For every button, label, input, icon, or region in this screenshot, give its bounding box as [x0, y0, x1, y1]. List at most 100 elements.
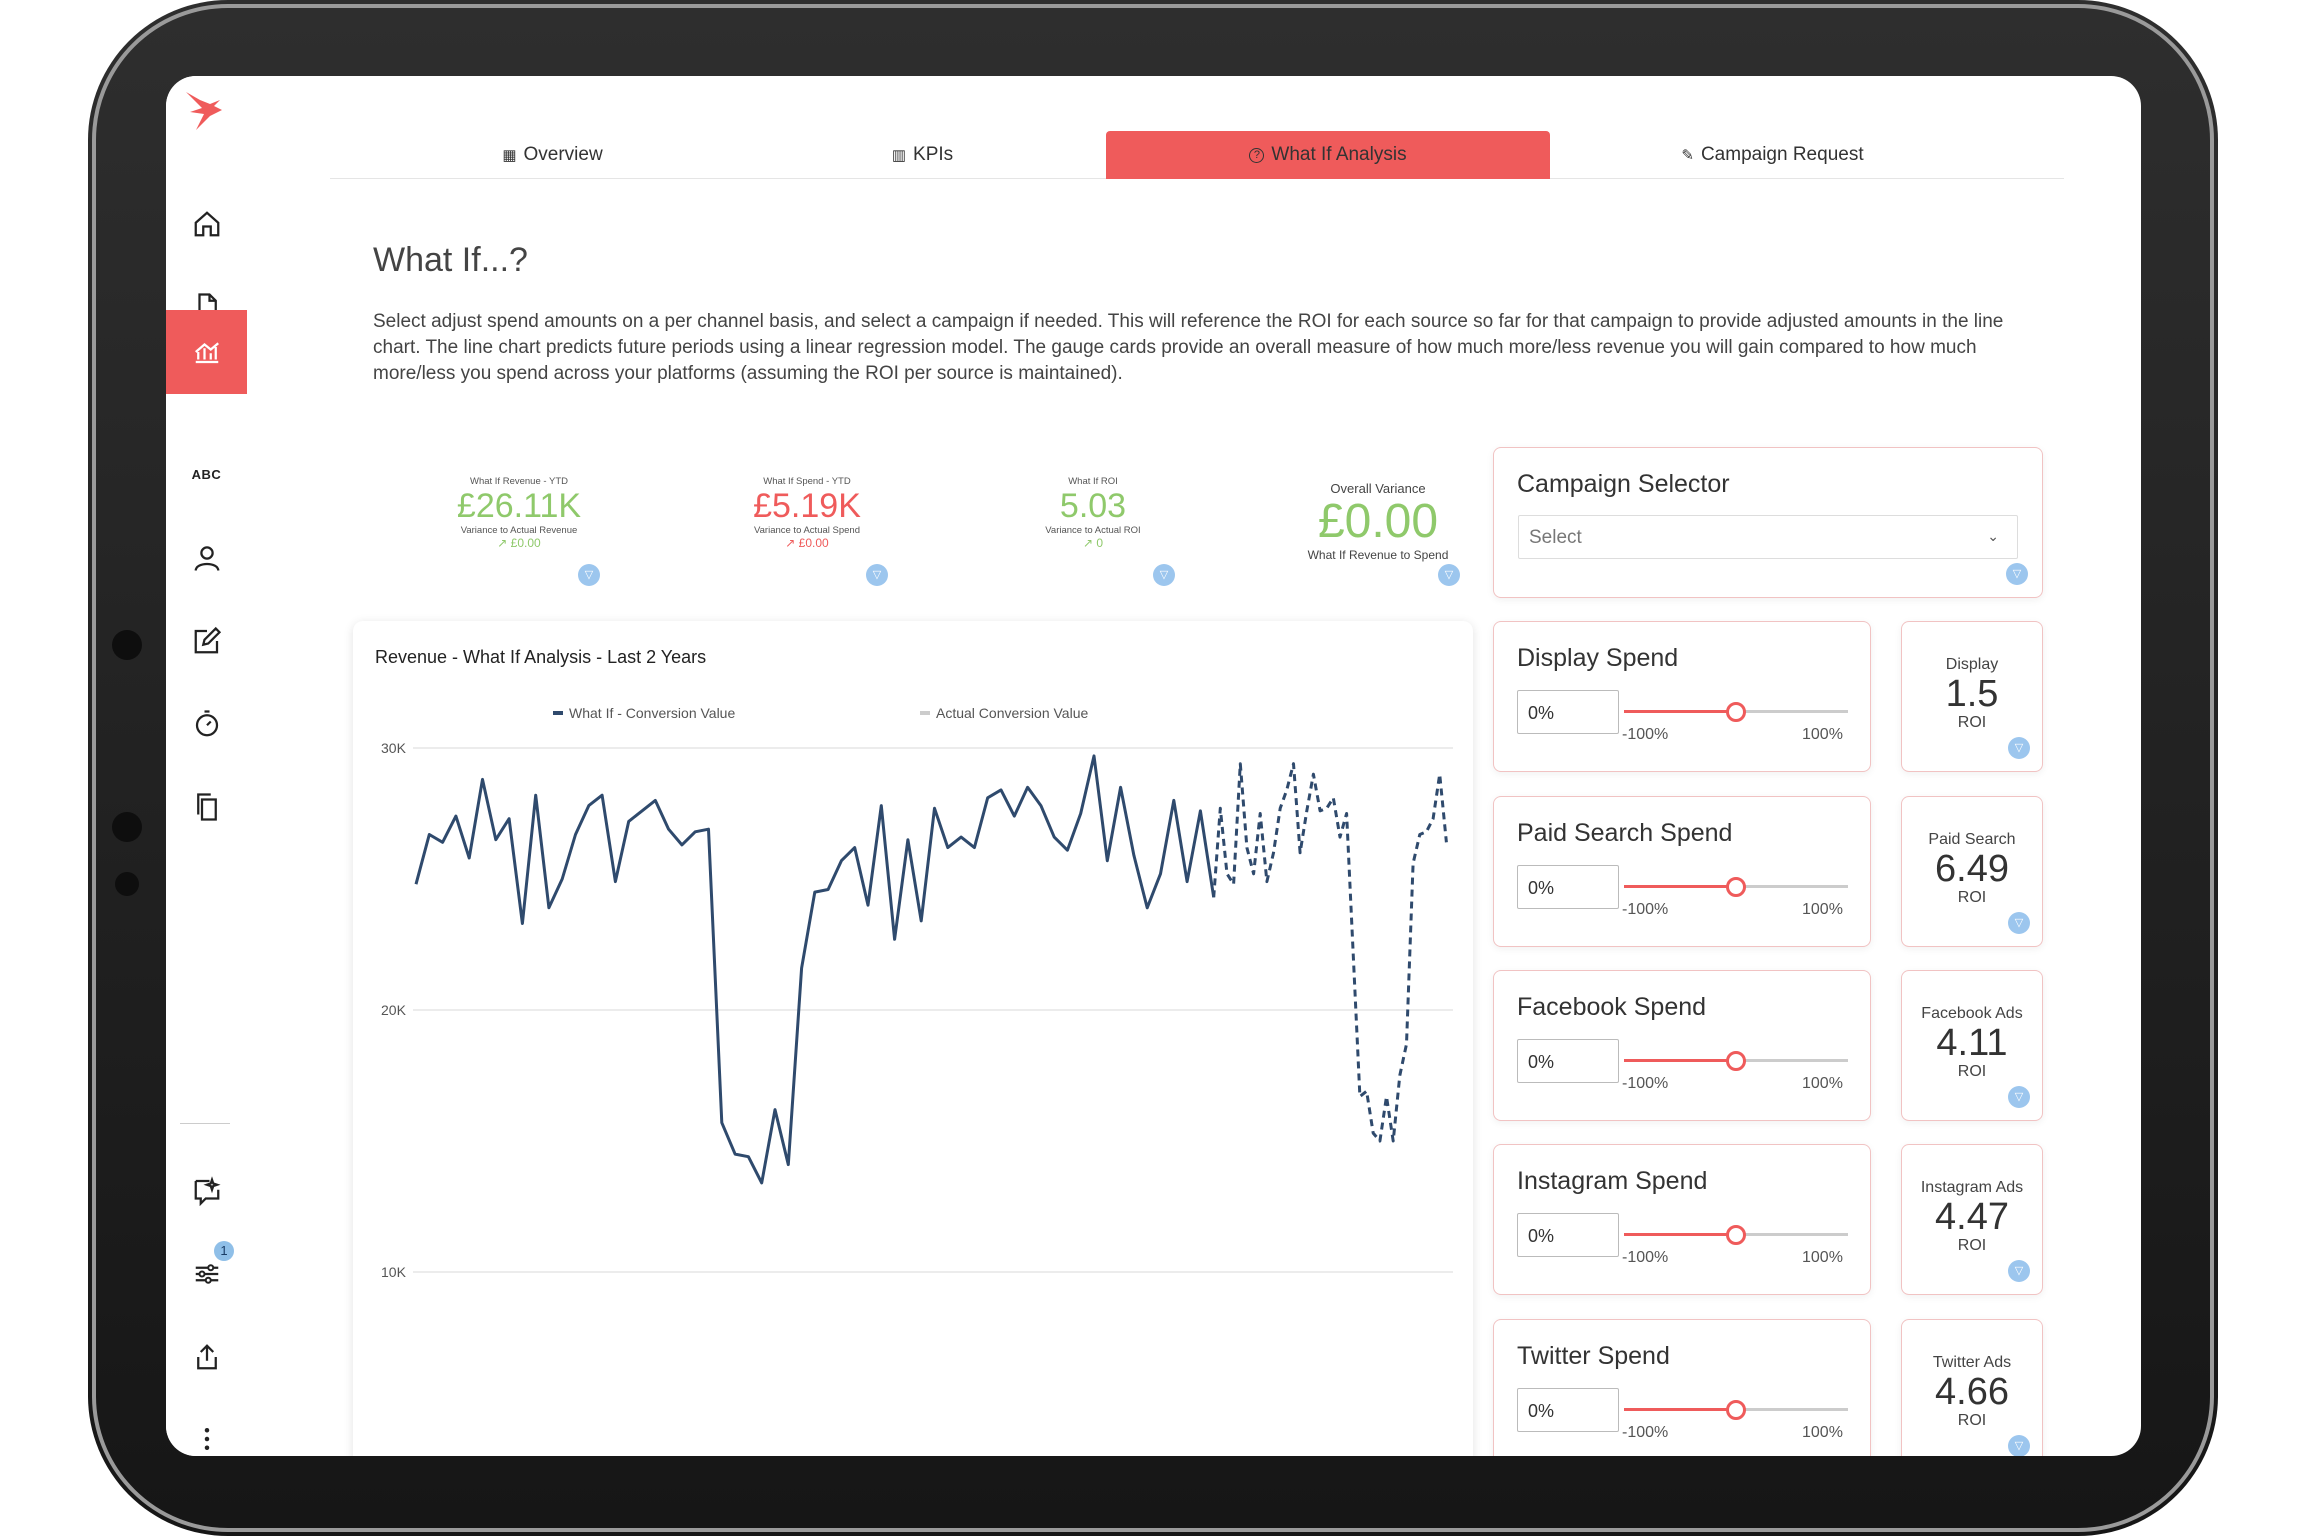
spend-percent-input[interactable]: 0% [1517, 865, 1619, 909]
slider-thumb[interactable] [1726, 1225, 1746, 1245]
nav-copy[interactable] [166, 766, 247, 848]
kpi-delta: ↗ £0.00 [497, 536, 541, 550]
tab-kpis[interactable]: ▥ KPIs [700, 131, 1145, 179]
nav-abc[interactable]: ABC [166, 433, 247, 515]
kpi-sub-label: What If Revenue to Spend [1307, 548, 1449, 562]
copy-icon [196, 793, 217, 821]
spend-card-title: Paid Search Spend [1517, 819, 1733, 847]
nav-home[interactable] [166, 183, 247, 265]
edit-icon [194, 626, 221, 654]
slider-max-label: 100% [1802, 901, 1843, 918]
nav-share[interactable] [166, 1316, 247, 1398]
slider-thumb[interactable] [1726, 877, 1746, 897]
filter-icon[interactable]: ▽ [1438, 564, 1460, 586]
nav-edit[interactable] [166, 600, 247, 682]
filter-icon[interactable]: ▽ [1153, 564, 1175, 586]
slider-thumb[interactable] [1726, 702, 1746, 722]
kpi-sub-label: Variance to Actual Revenue [460, 525, 578, 536]
roi-value: 6.49 [1935, 848, 2009, 890]
tab-label: Overview [523, 144, 603, 165]
spend-percent-input[interactable]: 0% [1517, 690, 1619, 734]
nav-settings[interactable] [166, 1233, 247, 1315]
slider-max-label: 100% [1802, 1424, 1843, 1441]
tab-what-if-analysis[interactable]: ? What If Analysis [1106, 131, 1550, 179]
nav-user[interactable] [166, 517, 247, 599]
share-icon [196, 1344, 217, 1370]
select-placeholder: Select [1529, 527, 1582, 548]
y-tick-label: 20K [381, 1002, 407, 1018]
tab-bar: ▦ Overview ▥ KPIs ? What If Analysis ✎ C… [330, 131, 2064, 179]
spend-slider[interactable] [1624, 1051, 1848, 1071]
bezel-sensor [112, 812, 142, 842]
series-line-what-if[interactable] [414, 754, 1216, 1185]
legend-swatch [553, 711, 563, 715]
legend-label: What If - Conversion Value [569, 705, 736, 721]
filter-icon[interactable]: ▽ [578, 564, 600, 586]
revenue-chart-card: Revenue - What If Analysis - Last 2 Year… [353, 621, 1473, 1456]
slider-thumb[interactable] [1726, 1400, 1746, 1420]
roi-card: Twitter Ads 4.66 ROI ▽ [1901, 1319, 2043, 1456]
filter-icon[interactable]: ▽ [2006, 563, 2028, 585]
tab-overview[interactable]: ▦ Overview [330, 131, 775, 179]
filter-icon[interactable]: ▽ [2008, 1260, 2030, 1282]
notification-badge: 1 [214, 1241, 234, 1261]
y-tick-label: 30K [381, 740, 407, 756]
roi-label: ROI [1957, 1063, 1987, 1080]
sidebar: ABC 1 [166, 76, 247, 1456]
kpi-delta: ↗ £0.00 [785, 536, 829, 550]
kpi-delta: ↗ 0 [1082, 536, 1104, 550]
stopwatch-icon [195, 710, 218, 737]
roi-value: 4.11 [1936, 1022, 2008, 1064]
filter-icon[interactable]: ▽ [2008, 1086, 2030, 1108]
spend-slider[interactable] [1624, 702, 1848, 722]
filter-icon[interactable]: ▽ [2008, 1435, 2030, 1456]
spend-card-title: Instagram Spend [1517, 1167, 1708, 1195]
nav-analytics[interactable] [166, 310, 247, 394]
page-title: What If...? [373, 241, 528, 279]
legend-item-what-if[interactable]: What If - Conversion Value [553, 705, 735, 721]
spend-slider[interactable] [1624, 1225, 1848, 1245]
series-line-forecast[interactable] [1212, 762, 1448, 1143]
line-chart: 30K 20K 10K [381, 740, 1453, 1280]
filter-icon[interactable]: ▽ [866, 564, 888, 586]
campaign-selector-title: Campaign Selector [1517, 470, 1730, 498]
roi-card: Paid Search 6.49 ROI ▽ [1901, 796, 2043, 947]
spend-card-title: Twitter Spend [1517, 1342, 1670, 1370]
slider-min-label: -100% [1622, 1249, 1669, 1266]
spend-card: Display Spend 0% -100% 100% [1493, 621, 1871, 772]
brand-bird-logo[interactable] [180, 86, 230, 136]
roi-label: ROI [1957, 889, 1987, 906]
slider-min-label: -100% [1622, 1075, 1669, 1092]
roi-label: ROI [1957, 714, 1987, 731]
spend-percent-input[interactable]: 0% [1517, 1388, 1619, 1432]
spend-percent-input[interactable]: 0% [1517, 1213, 1619, 1257]
legend-item-actual[interactable]: Actual Conversion Value [920, 705, 1088, 721]
spend-percent-input[interactable]: 0% [1517, 1039, 1619, 1083]
nav-more[interactable] [166, 1398, 247, 1456]
kpi-sub-label: Variance to Actual Spend [754, 525, 860, 536]
help-circle-icon: ? [1249, 147, 1265, 163]
slider-fill [1624, 1233, 1736, 1236]
spend-slider[interactable] [1624, 1400, 1848, 1420]
slider-thumb[interactable] [1726, 1051, 1746, 1071]
kpi-label: What If ROI [1068, 476, 1118, 487]
kpi-what-if-roi: What If ROI 5.03 Variance to Actual ROI … [963, 476, 1223, 596]
user-icon [194, 546, 219, 571]
home-icon [194, 211, 219, 237]
filter-icon[interactable]: ▽ [2008, 912, 2030, 934]
sidebar-divider [180, 1123, 230, 1124]
spend-card: Paid Search Spend 0% -100% 100% [1493, 796, 1871, 947]
roi-value: 4.47 [1935, 1196, 2009, 1238]
edit-icon: ✎ [1681, 147, 1694, 164]
roi-value: 1.5 [1945, 673, 1999, 715]
spend-card: Twitter Spend 0% -100% 100% [1493, 1319, 1871, 1456]
nav-feedback[interactable] [166, 1150, 247, 1232]
nav-timer[interactable] [166, 683, 247, 765]
filter-icon[interactable]: ▽ [2008, 737, 2030, 759]
kpi-value: £26.11K [456, 487, 582, 525]
spend-slider[interactable] [1624, 877, 1848, 897]
tab-campaign-request[interactable]: ✎ Campaign Request [1550, 131, 1995, 179]
campaign-select-dropdown[interactable]: Select ⌄ [1518, 515, 2018, 559]
tab-label: What If Analysis [1271, 144, 1407, 165]
roi-value: 4.66 [1935, 1371, 2009, 1413]
